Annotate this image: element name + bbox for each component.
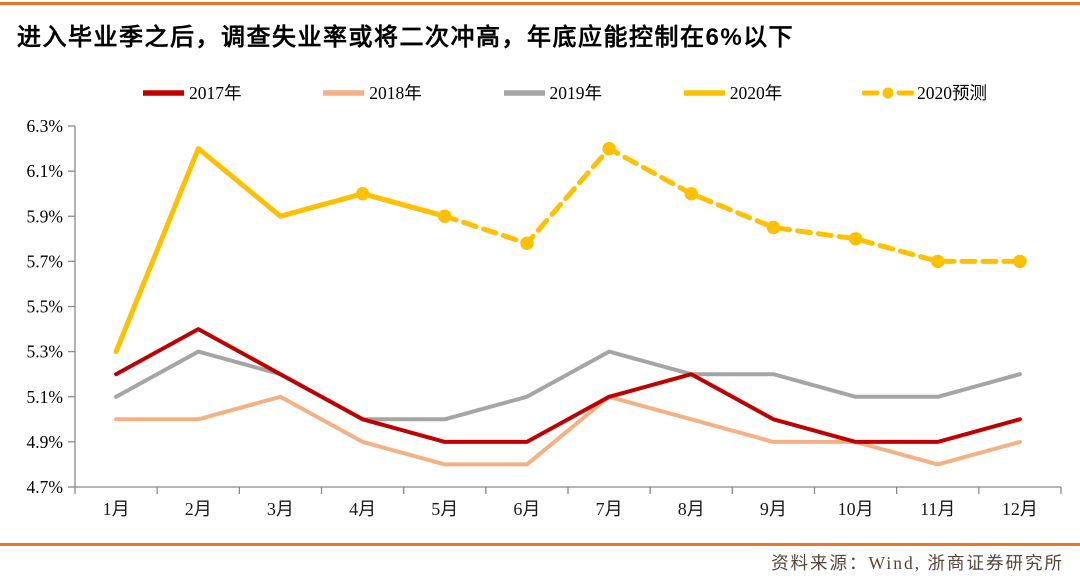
series-marker	[438, 209, 452, 223]
y-axis-label: 4.7%	[27, 477, 63, 497]
top-accent-rule	[0, 2, 1080, 5]
legend-item-3: 2020年	[682, 80, 783, 105]
series-marker	[602, 141, 616, 156]
legend-label: 2019年	[549, 83, 603, 103]
legend-label: 2020预测	[917, 83, 987, 103]
series-line-1	[114, 394, 1022, 467]
y-axis-label: 6.1%	[27, 161, 63, 181]
x-axis-label: 1月	[103, 499, 130, 519]
y-axis-label: 4.9%	[27, 432, 63, 452]
source-note: 资料来源：Wind, 浙商证券研究所	[771, 553, 1064, 573]
x-axis-label: 7月	[596, 499, 623, 519]
x-axis-label: 5月	[431, 499, 458, 519]
legend-label: 2020年	[729, 83, 783, 103]
x-axis-label: 6月	[513, 499, 540, 519]
bottom-accent-rule	[0, 543, 1080, 546]
y-axis-label: 5.9%	[27, 206, 63, 226]
y-axis-label: 5.7%	[27, 251, 63, 271]
page-title: 进入毕业季之后，调查失业率或将二次冲高，年底应能控制在6%以下	[17, 24, 795, 51]
x-axis-label: 9月	[760, 499, 787, 519]
x-axis-label: 12月	[1002, 499, 1038, 519]
x-axis-label: 11月	[920, 499, 955, 519]
y-axis-label: 6.3%	[27, 116, 63, 136]
legend-label: 2018年	[369, 83, 422, 103]
y-axis-label: 5.3%	[27, 342, 63, 362]
legend-item-2: 2019年	[502, 80, 603, 105]
x-axis-label: 10月	[838, 499, 874, 519]
legend-swatch-solid	[683, 89, 725, 96]
axis-line	[74, 126, 1061, 488]
legend-item-1: 2018年	[321, 80, 422, 105]
series-marker	[355, 187, 370, 201]
chart-legend: 2017年 2018年 2019年 2020年 2020预测	[141, 80, 987, 105]
x-axis-label: 2月	[185, 499, 212, 519]
series-line-0	[114, 327, 1022, 444]
x-axis-label: 4月	[349, 499, 376, 519]
legend-item-0: 2017年	[141, 80, 242, 105]
series-marker	[931, 254, 945, 269]
series-marker	[848, 232, 863, 246]
legend-swatch-solid	[503, 89, 545, 96]
legend-item-4: 2020预测	[862, 80, 987, 105]
series-marker	[684, 187, 698, 201]
series-marker	[1013, 254, 1027, 269]
x-axis-label: 3月	[267, 499, 294, 519]
series-line-2	[114, 349, 1022, 422]
legend-swatch-solid	[323, 89, 365, 96]
y-axis-label: 5.1%	[27, 387, 63, 407]
x-axis-label: 8月	[678, 499, 705, 519]
series-marker	[766, 220, 781, 235]
series-marker	[520, 236, 534, 250]
y-axis-label: 5.5%	[27, 297, 63, 317]
legend-swatch-solid	[143, 89, 184, 96]
legend-swatch-dashed	[862, 87, 914, 98]
series-line-4	[360, 146, 1023, 264]
legend-label: 2017年	[189, 83, 242, 103]
series-line-3	[113, 146, 448, 355]
